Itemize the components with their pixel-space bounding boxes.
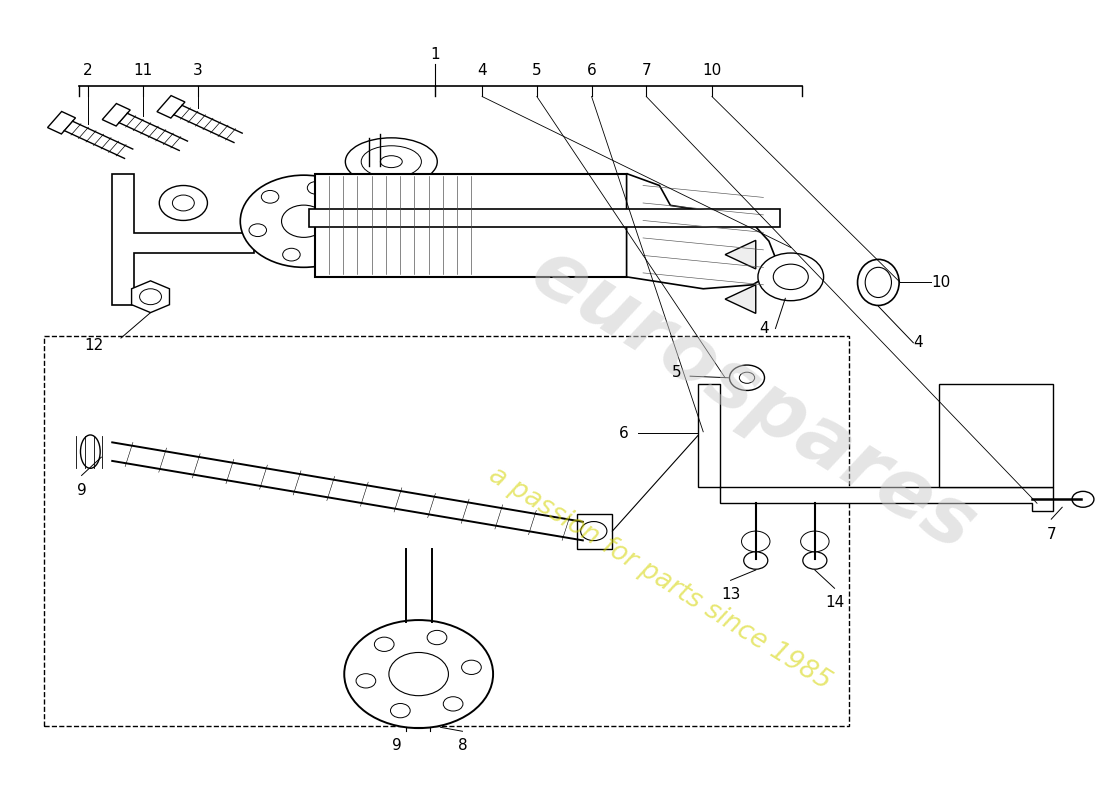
Text: 4: 4 — [913, 335, 923, 350]
Polygon shape — [938, 384, 1054, 487]
Text: eurospares: eurospares — [516, 232, 989, 568]
Circle shape — [758, 253, 824, 301]
Polygon shape — [132, 281, 169, 313]
Circle shape — [249, 224, 266, 237]
Text: 13: 13 — [720, 586, 740, 602]
Circle shape — [356, 674, 376, 688]
Circle shape — [329, 239, 346, 252]
Circle shape — [729, 365, 764, 390]
Text: 4: 4 — [477, 63, 487, 78]
Text: 9: 9 — [77, 483, 87, 498]
Text: a passion for parts since 1985: a passion for parts since 1985 — [484, 462, 835, 695]
Circle shape — [262, 190, 278, 203]
Polygon shape — [157, 95, 185, 118]
Text: 14: 14 — [825, 594, 844, 610]
Text: 5: 5 — [672, 366, 681, 381]
Text: 5: 5 — [532, 63, 541, 78]
Circle shape — [462, 660, 482, 674]
Polygon shape — [697, 384, 1054, 511]
Polygon shape — [725, 240, 756, 269]
Polygon shape — [725, 285, 756, 314]
Circle shape — [1072, 491, 1093, 507]
Polygon shape — [47, 111, 76, 134]
Text: 10: 10 — [931, 275, 950, 290]
Circle shape — [374, 637, 394, 651]
Text: 3: 3 — [192, 63, 202, 78]
Text: 8: 8 — [458, 738, 468, 753]
Bar — [315, 174, 627, 277]
Circle shape — [801, 531, 829, 552]
Text: 6: 6 — [586, 63, 596, 78]
Circle shape — [344, 620, 493, 728]
Bar — [578, 514, 613, 549]
Bar — [309, 210, 780, 227]
Ellipse shape — [858, 259, 899, 306]
Bar — [44, 337, 849, 726]
Circle shape — [240, 175, 367, 267]
Text: 9: 9 — [392, 738, 402, 753]
Circle shape — [341, 206, 359, 218]
Circle shape — [803, 552, 827, 570]
Circle shape — [390, 703, 410, 718]
Circle shape — [160, 186, 208, 221]
Text: 10: 10 — [703, 63, 722, 78]
Text: 6: 6 — [619, 426, 629, 441]
Circle shape — [427, 630, 447, 645]
Circle shape — [307, 182, 324, 194]
Circle shape — [283, 248, 300, 261]
Circle shape — [741, 531, 770, 552]
Text: 2: 2 — [84, 63, 94, 78]
Text: 7: 7 — [641, 63, 651, 78]
Text: 4: 4 — [759, 321, 769, 336]
Text: 1: 1 — [430, 47, 440, 62]
Text: 7: 7 — [1046, 527, 1056, 542]
Polygon shape — [627, 174, 780, 289]
Circle shape — [443, 697, 463, 711]
Ellipse shape — [80, 435, 100, 468]
Text: 12: 12 — [85, 338, 103, 354]
Circle shape — [744, 552, 768, 570]
Ellipse shape — [345, 138, 438, 186]
Text: 11: 11 — [133, 63, 153, 78]
Polygon shape — [102, 103, 130, 126]
